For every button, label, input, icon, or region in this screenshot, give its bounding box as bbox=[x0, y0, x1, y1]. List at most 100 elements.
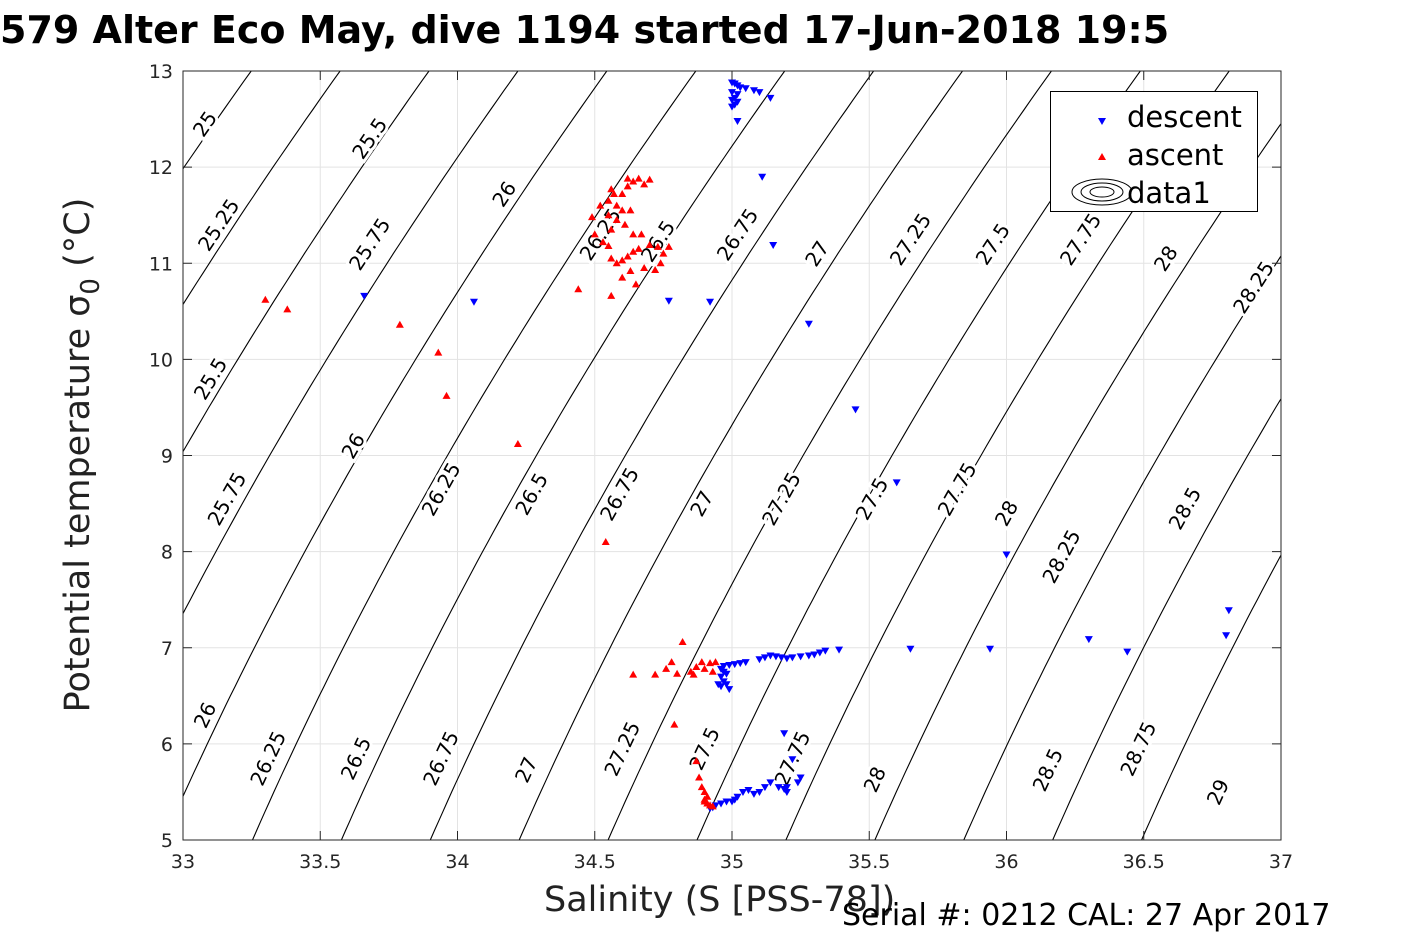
legend-label-descent: descent bbox=[1127, 100, 1242, 134]
ascent-point bbox=[607, 291, 616, 299]
data-points bbox=[261, 79, 1233, 813]
ascent-point bbox=[656, 259, 665, 267]
contour-label: 25.75 bbox=[344, 214, 395, 275]
descent-point bbox=[722, 798, 731, 806]
ascent-point bbox=[618, 256, 627, 264]
descent-point bbox=[722, 681, 731, 689]
descent-point bbox=[777, 654, 786, 662]
contour-label: 27.5 bbox=[971, 219, 1015, 269]
contour-label: 26.5 bbox=[636, 216, 680, 266]
contour-label: 28 bbox=[1149, 241, 1183, 275]
x-axis-label: Salinity (S [PSS-78]) bbox=[544, 880, 896, 920]
contour-line-29 bbox=[1141, 553, 1281, 840]
x-tick-label: 34 bbox=[445, 851, 469, 873]
descent-point bbox=[1084, 636, 1093, 644]
ascent-point bbox=[662, 664, 671, 672]
contour-label: 28.5 bbox=[1164, 483, 1207, 534]
contour-line-25-75 bbox=[183, 71, 430, 453]
ascent-point bbox=[434, 348, 443, 356]
descent-point bbox=[1222, 632, 1231, 640]
descent-point bbox=[986, 645, 995, 653]
ascent-point bbox=[607, 225, 616, 233]
serial-calibration-note: Serial #: 0212 CAL: 27 Apr 2017 bbox=[842, 898, 1331, 933]
x-tick-label: 36.5 bbox=[1123, 851, 1165, 873]
descent-point bbox=[755, 788, 764, 796]
descent-point bbox=[1123, 648, 1132, 656]
y-axis-label: Potential temperature σ0 (°C) bbox=[58, 197, 106, 713]
x-tick-label: 36 bbox=[994, 851, 1018, 873]
legend-item-ascent: ascent bbox=[1051, 136, 1259, 172]
ascent-point bbox=[673, 669, 682, 677]
descent-point bbox=[728, 96, 736, 104]
x-tick-label: 37 bbox=[1269, 851, 1293, 873]
descent-point bbox=[738, 788, 747, 796]
contour-label: 26.25 bbox=[245, 727, 291, 789]
contour-label: 28.25 bbox=[1037, 526, 1085, 588]
ascent-point bbox=[598, 238, 607, 246]
descent-point bbox=[728, 89, 736, 97]
legend-item-descent: descent bbox=[1051, 98, 1259, 134]
legend-label-data1: data1 bbox=[1127, 176, 1211, 210]
ascent-point bbox=[637, 230, 646, 238]
ascent-point bbox=[667, 658, 676, 666]
ascent-point bbox=[618, 273, 627, 281]
ascent-point bbox=[604, 211, 613, 219]
legend-label-ascent: ascent bbox=[1127, 138, 1224, 172]
contour-line-26 bbox=[183, 71, 519, 615]
descent-point bbox=[728, 103, 736, 111]
descent-point bbox=[804, 320, 813, 328]
ascent-marker-icon bbox=[1098, 153, 1106, 160]
descent-point bbox=[774, 784, 783, 792]
contour-label: 26 bbox=[336, 429, 370, 463]
descent-point bbox=[733, 91, 742, 99]
descent-point bbox=[755, 656, 764, 664]
descent-point bbox=[760, 654, 769, 662]
contour-label: 28.25 bbox=[1228, 257, 1279, 318]
descent-point bbox=[741, 85, 750, 93]
ascent-point bbox=[442, 391, 451, 399]
ascent-point bbox=[651, 265, 660, 273]
contour-label: 26.75 bbox=[595, 463, 644, 525]
descent-point bbox=[749, 87, 758, 95]
descent-point bbox=[796, 653, 805, 661]
axis-ticks: 33 33.5 34 34.5 35 35.5 36 36.5 37 5 6 7 8 9 10 11 12 13 bbox=[149, 61, 1293, 873]
contour-line-28-75 bbox=[1052, 397, 1281, 840]
y-tick-label: 6 bbox=[161, 734, 173, 756]
descent-point bbox=[706, 298, 715, 306]
ascent-point bbox=[626, 266, 635, 274]
y-tick-label: 12 bbox=[149, 157, 173, 179]
ascent-point bbox=[640, 264, 649, 272]
descent-point bbox=[717, 800, 726, 808]
descent-point bbox=[782, 788, 791, 796]
contour-label: 27.25 bbox=[885, 209, 936, 270]
ascent-point bbox=[261, 295, 270, 303]
descent-point bbox=[851, 406, 860, 414]
ascent-point bbox=[612, 201, 621, 209]
contour-label: 26 bbox=[189, 698, 222, 731]
contour-label: 27.25 bbox=[757, 468, 806, 530]
ascent-point bbox=[626, 206, 635, 214]
descent-point bbox=[780, 730, 789, 738]
descent-point bbox=[1224, 607, 1233, 615]
y-tick-label: 10 bbox=[149, 349, 173, 371]
figure-title: 579 Alter Eco May, dive 1194 started 17-… bbox=[0, 8, 1170, 52]
contour-label: 26.75 bbox=[712, 204, 763, 265]
contour-line-28-5 bbox=[963, 254, 1281, 840]
ascent-point bbox=[612, 215, 621, 223]
y-tick-label: 7 bbox=[161, 638, 173, 660]
contour-label: 27.5 bbox=[684, 723, 725, 774]
contour-label: 26 bbox=[487, 177, 521, 212]
descent-point bbox=[804, 652, 813, 660]
ascent-point bbox=[588, 213, 597, 221]
ascent-point bbox=[692, 662, 701, 670]
ascent-point bbox=[607, 185, 616, 193]
ascent-point bbox=[596, 201, 605, 209]
descent-point bbox=[360, 292, 369, 300]
x-tick-label: 35 bbox=[720, 851, 744, 873]
contour-label: 28 bbox=[859, 763, 891, 796]
descent-point bbox=[766, 779, 775, 787]
ascent-point bbox=[612, 259, 621, 267]
descent-point bbox=[782, 655, 791, 663]
ascent-point bbox=[640, 180, 649, 188]
ascent-point bbox=[604, 241, 613, 249]
